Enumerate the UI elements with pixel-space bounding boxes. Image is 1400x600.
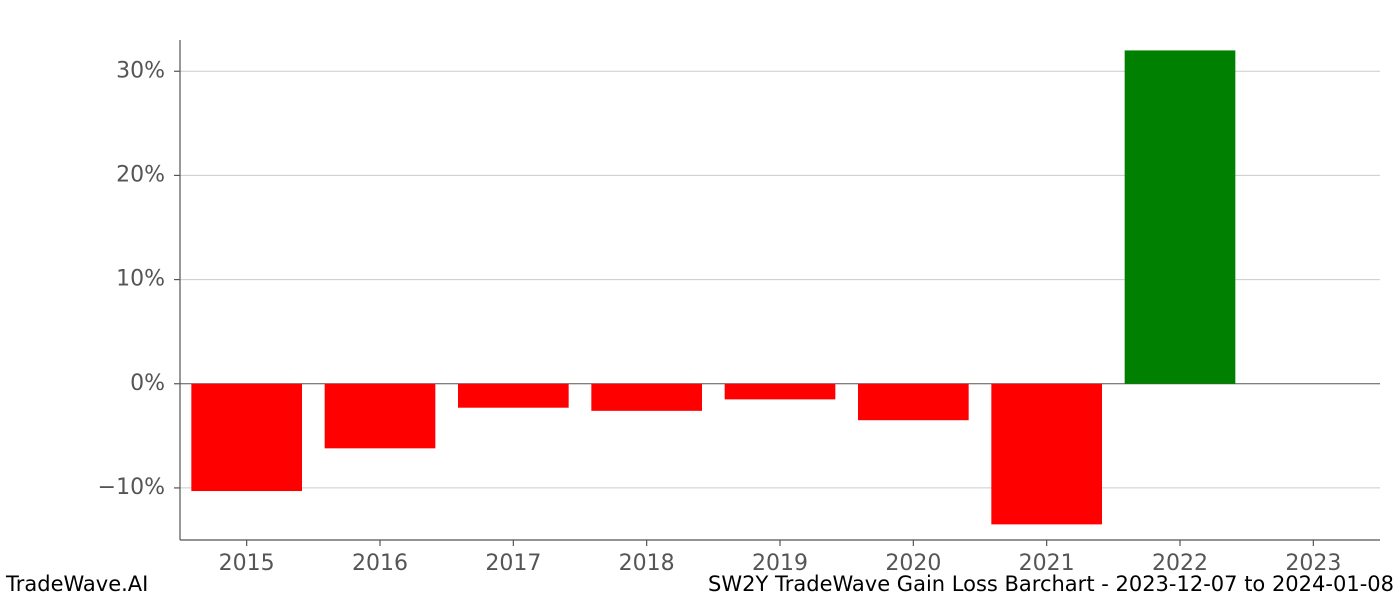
- y-tick-label: 10%: [116, 267, 165, 292]
- bar: [1125, 50, 1236, 383]
- y-tick-label: −10%: [98, 475, 165, 500]
- bar: [591, 384, 702, 411]
- bar: [858, 384, 969, 420]
- bar: [458, 384, 569, 408]
- chart-container: −10%0%10%20%30%2015201620172018201920202…: [0, 0, 1400, 600]
- y-tick-label: 30%: [116, 58, 165, 83]
- x-tick-label: 2015: [219, 551, 275, 576]
- footer-right-text: SW2Y TradeWave Gain Loss Barchart - 2023…: [708, 572, 1394, 596]
- bar: [725, 384, 836, 400]
- bar: [191, 384, 302, 491]
- bar: [325, 384, 436, 449]
- x-tick-label: 2017: [485, 551, 541, 576]
- y-tick-label: 20%: [116, 162, 165, 187]
- footer-left-text: TradeWave.AI: [6, 572, 148, 596]
- x-tick-label: 2018: [619, 551, 675, 576]
- x-tick-label: 2016: [352, 551, 408, 576]
- bar: [991, 384, 1102, 525]
- y-tick-label: 0%: [130, 371, 165, 396]
- barchart: −10%0%10%20%30%2015201620172018201920202…: [0, 0, 1400, 600]
